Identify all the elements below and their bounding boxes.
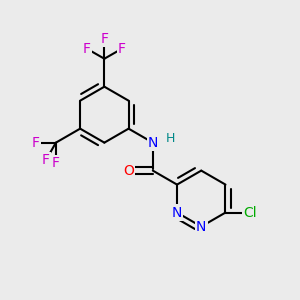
Text: F: F: [118, 42, 126, 56]
Text: N: N: [172, 206, 182, 220]
Text: O: O: [123, 164, 134, 178]
Text: N: N: [196, 220, 206, 234]
Text: N: N: [148, 136, 158, 150]
Text: F: F: [42, 153, 50, 167]
Text: F: F: [83, 42, 91, 56]
Text: F: F: [32, 136, 40, 150]
Text: F: F: [100, 32, 108, 46]
Text: F: F: [52, 156, 60, 170]
Text: Cl: Cl: [243, 206, 256, 220]
Text: H: H: [166, 132, 175, 145]
